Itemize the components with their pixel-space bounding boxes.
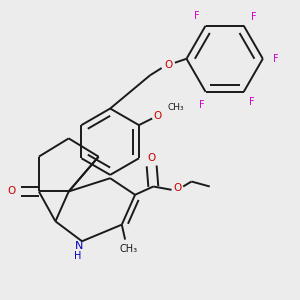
Text: F: F [200, 100, 205, 110]
Text: F: F [273, 54, 279, 64]
Text: N: N [74, 241, 83, 251]
Text: F: F [251, 12, 256, 22]
Text: F: F [249, 97, 255, 107]
Text: CH₃: CH₃ [167, 103, 184, 112]
Text: O: O [153, 111, 161, 121]
Text: O: O [164, 60, 172, 70]
Text: O: O [173, 183, 182, 193]
Text: H: H [74, 251, 82, 261]
Text: F: F [194, 11, 200, 21]
Text: CH₃: CH₃ [119, 244, 137, 254]
Text: O: O [7, 187, 15, 196]
Text: O: O [148, 153, 156, 163]
